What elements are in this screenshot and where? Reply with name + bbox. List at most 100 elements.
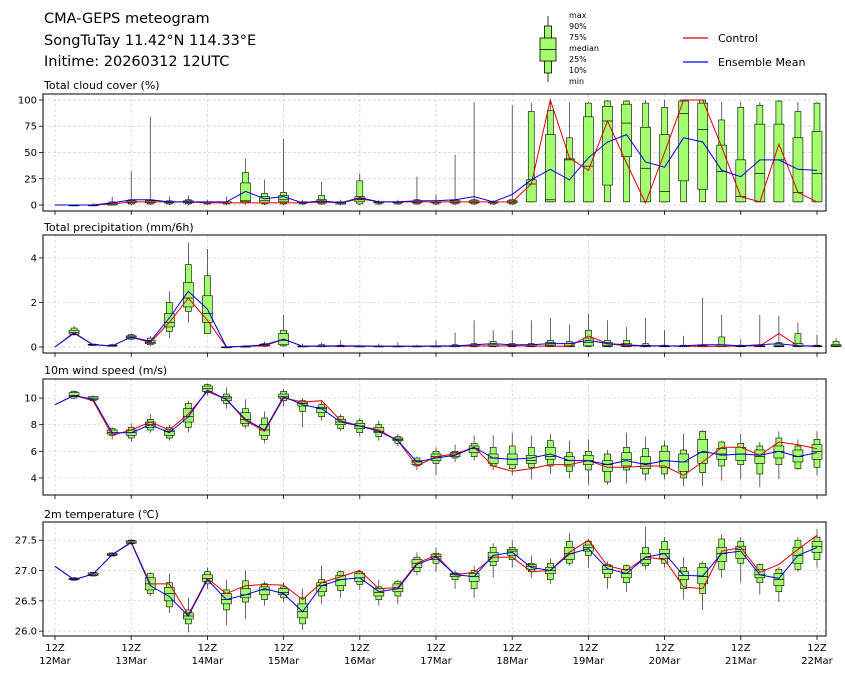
x-tick-label-hour: 12Z xyxy=(121,643,141,654)
box-p25-p75 xyxy=(621,103,632,158)
y-tick-label: 75 xyxy=(24,122,37,133)
ensemble-box xyxy=(449,154,461,206)
ensemble-box xyxy=(697,561,709,610)
x-tick-label-hour: 12Z xyxy=(274,643,294,654)
ensemble-box xyxy=(335,570,347,598)
ensemble-box xyxy=(773,99,785,203)
y-tick-label: 10 xyxy=(24,394,37,405)
ensemble-box xyxy=(697,99,709,203)
panel-frame xyxy=(42,234,827,354)
ensemble-box xyxy=(735,102,747,203)
ensemble-box xyxy=(354,173,366,206)
ensemble-box xyxy=(640,318,651,348)
ensemble-box xyxy=(697,430,709,486)
box-p25-p75 xyxy=(240,182,251,203)
ensemble-box xyxy=(735,537,747,583)
ensemble-box xyxy=(621,99,632,203)
ensemble-box xyxy=(697,298,709,348)
ensemble-box xyxy=(811,334,823,348)
box-p25-p75 xyxy=(602,105,613,186)
ensemble-box xyxy=(659,440,670,480)
box-p25-p75 xyxy=(411,460,423,465)
ensemble-box xyxy=(716,534,728,578)
box-p25-p75 xyxy=(811,541,823,553)
box-p25-p75 xyxy=(735,159,747,203)
ensemble-box xyxy=(716,440,728,481)
box-p25-p75 xyxy=(659,451,670,468)
box-p25-p75 xyxy=(68,392,80,398)
x-tick-label-date: 19Mar xyxy=(573,656,605,667)
ensemble-box xyxy=(202,383,213,396)
ensemble-box xyxy=(144,116,156,206)
x-tick-label-hour: 12Z xyxy=(350,643,370,654)
ensemble-box xyxy=(259,411,270,444)
box-p25-p75 xyxy=(183,282,194,308)
y-tick-label: 27.0 xyxy=(15,566,37,577)
panel-cloud: 0 25 50 75 100 xyxy=(18,93,827,215)
x-tick-label-hour: 12Z xyxy=(198,643,218,654)
ensemble-box xyxy=(544,99,556,203)
legend-min: min xyxy=(569,77,584,86)
ensemble-box xyxy=(506,432,518,476)
y-tick-label: 27.5 xyxy=(15,536,37,547)
box-p25-p75 xyxy=(278,588,289,596)
y-tick-label: 6 xyxy=(31,447,37,458)
ensemble-box xyxy=(659,330,670,348)
ensemble-box xyxy=(221,579,232,626)
panel-wind: 4 6 8 10 xyxy=(24,378,827,499)
ensemble-box xyxy=(183,242,194,323)
ensemble-box xyxy=(754,314,766,348)
box-p25-p75 xyxy=(811,444,823,460)
ensemble-mean-line xyxy=(54,290,817,348)
legend-p10: 10% xyxy=(569,66,587,75)
ensemble-box xyxy=(678,434,689,486)
box-p25-p75 xyxy=(697,102,709,190)
ensemble-box xyxy=(773,315,785,348)
ensemble-box xyxy=(564,102,575,203)
x-tick-label-date: 14Mar xyxy=(192,656,224,667)
y-tick-label: 100 xyxy=(18,95,37,106)
legend-boxplot-icon xyxy=(539,16,557,82)
box-p25-p75 xyxy=(164,313,175,328)
panel-frame xyxy=(42,378,827,496)
ensemble-box xyxy=(564,440,575,478)
ensemble-box xyxy=(506,540,518,568)
box-p25-p75 xyxy=(583,544,594,552)
box-p25-p75 xyxy=(468,573,480,582)
ensemble-box xyxy=(716,102,728,203)
ensemble-box xyxy=(602,99,613,203)
panel-frame xyxy=(42,93,827,212)
box-p10-p90 xyxy=(356,180,364,205)
ensemble-box xyxy=(259,179,270,206)
x-tick-label-date: 15Mar xyxy=(268,656,300,667)
box-p25-p75 xyxy=(659,134,670,203)
y-tick-label: 26.5 xyxy=(15,596,37,607)
ensemble-box xyxy=(278,138,289,206)
ensemble-box xyxy=(468,320,480,348)
box-p25-p75 xyxy=(221,396,232,402)
ensemble-box xyxy=(240,399,251,429)
ensemble-box xyxy=(487,435,499,470)
box-p25-p75 xyxy=(583,337,594,347)
y-tick-label: 8 xyxy=(31,420,37,431)
panel-title-wind: 10m wind speed (m/s) xyxy=(44,364,167,377)
ensemble-box xyxy=(240,158,251,206)
panel-temp: 26.0 26.5 27.0 27.5 12Z 12Mar 12Z 13Mar 12Z 14Mar… xyxy=(15,521,834,667)
panel-title-cloud: Total cloud cover (%) xyxy=(43,79,160,92)
y-tick-label: 0 xyxy=(31,342,37,353)
legend-p25: 25% xyxy=(569,55,587,64)
box-p25-p75 xyxy=(544,447,556,460)
x-tick-label-date: 13Mar xyxy=(115,656,147,667)
ensemble-box xyxy=(164,291,175,339)
ensemble-box xyxy=(754,102,766,203)
ensemble-box xyxy=(735,434,747,480)
box-p25-p75 xyxy=(335,575,347,586)
box-p25-p75 xyxy=(716,144,728,203)
ensemble-box xyxy=(659,99,670,203)
ensemble-mean-line xyxy=(54,541,818,617)
box-p25-p75 xyxy=(316,407,328,413)
legend-max: max xyxy=(569,11,587,20)
panel-title-temp: 2m temperature (℃) xyxy=(44,508,159,521)
ensemble-box xyxy=(640,436,651,481)
box-p25-p75 xyxy=(811,131,823,203)
